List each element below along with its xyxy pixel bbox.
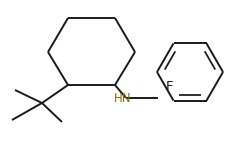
Text: F: F: [166, 80, 173, 93]
Text: HN: HN: [114, 93, 132, 106]
